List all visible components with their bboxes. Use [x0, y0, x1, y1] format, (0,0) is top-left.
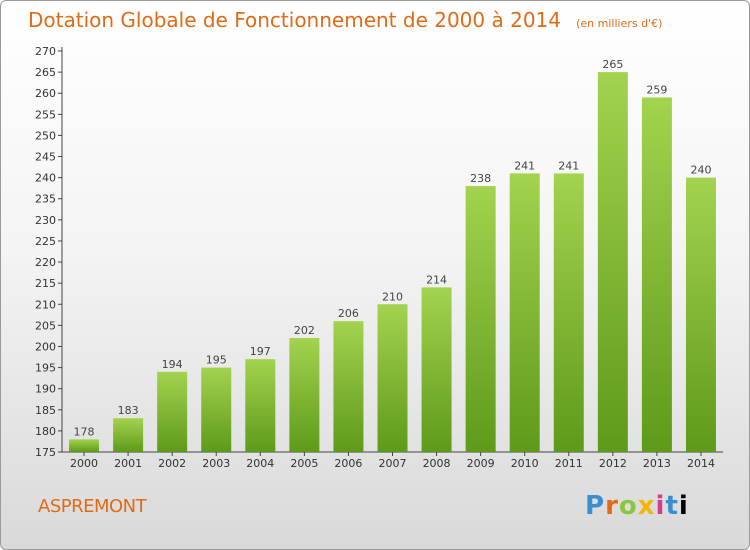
- chart-unit: (en milliers d'€): [576, 17, 663, 30]
- y-tick-label: 190: [35, 383, 56, 396]
- bar: [377, 304, 408, 452]
- bar-value-label: 241: [514, 159, 535, 172]
- bar-value-label: 241: [558, 159, 579, 172]
- x-tick-label: 2010: [511, 457, 539, 470]
- x-tick-label: 2011: [555, 457, 583, 470]
- y-tick-label: 240: [35, 172, 56, 185]
- y-tick-label: 200: [35, 340, 56, 353]
- bar: [69, 439, 100, 452]
- bar: [465, 186, 496, 453]
- y-tick-label: 215: [35, 277, 56, 290]
- bar: [553, 173, 584, 452]
- bar-value-label: 265: [602, 58, 623, 71]
- bar-value-label: 178: [74, 425, 95, 438]
- x-tick-label: 2003: [202, 457, 230, 470]
- x-tick-label: 2014: [687, 457, 715, 470]
- x-tick-label: 2002: [158, 457, 186, 470]
- y-tick-label: 235: [35, 193, 56, 206]
- place-name: ASPREMONT: [38, 496, 147, 517]
- bar: [421, 287, 452, 452]
- x-tick-label: 2006: [334, 457, 362, 470]
- bar: [157, 371, 188, 452]
- x-tick-label: 2013: [643, 457, 671, 470]
- y-tick-label: 225: [35, 235, 56, 248]
- bar-value-label: 202: [294, 324, 315, 337]
- chart-title: Dotation Globale de Fonctionnement de 20…: [28, 8, 662, 32]
- y-tick-label: 250: [35, 129, 56, 142]
- y-tick-label: 195: [35, 362, 56, 375]
- x-tick-label: 2008: [423, 457, 451, 470]
- y-tick-label: 270: [35, 45, 56, 58]
- x-tick-label: 2007: [379, 457, 407, 470]
- y-tick-label: 180: [35, 425, 56, 438]
- bar-value-label: 197: [250, 345, 271, 358]
- bar-value-label: 194: [162, 358, 183, 371]
- x-tick-label: 2000: [70, 457, 98, 470]
- x-tick-label: 2012: [599, 457, 627, 470]
- y-tick-label: 260: [35, 87, 56, 100]
- bar: [289, 338, 320, 452]
- chart-bars: [69, 72, 716, 453]
- bar-value-label: 210: [382, 290, 403, 303]
- y-tick-label: 265: [35, 66, 56, 79]
- bar-value-label: 183: [118, 404, 139, 417]
- chart-labels: 2000 178 2001 183 2002 194 2003 195 2004 197 2005 2…: [70, 58, 715, 470]
- chart-axes: 175 180 185 190 195 200 205 210 215 220 225 230 235 2…: [35, 45, 723, 459]
- bar-value-label: 195: [206, 354, 227, 367]
- y-tick-label: 175: [35, 446, 56, 459]
- x-tick-label: 2009: [467, 457, 495, 470]
- bar: [509, 173, 540, 452]
- x-tick-label: 2001: [114, 457, 142, 470]
- bar: [597, 72, 628, 453]
- bar: [685, 177, 716, 452]
- x-tick-label: 2004: [246, 457, 274, 470]
- y-tick-label: 220: [35, 256, 56, 269]
- y-tick-label: 230: [35, 214, 56, 227]
- bar-value-label: 238: [470, 172, 491, 185]
- bar: [201, 367, 232, 452]
- bar: [245, 359, 276, 452]
- x-tick-label: 2005: [290, 457, 318, 470]
- y-tick-label: 205: [35, 319, 56, 332]
- proxiti-logo[interactable]: Proxiti: [585, 491, 689, 521]
- bar: [113, 418, 144, 452]
- bar-value-label: 206: [338, 307, 359, 320]
- y-tick-label: 245: [35, 151, 56, 164]
- chart-title-text: Dotation Globale de Fonctionnement de 20…: [28, 8, 561, 32]
- y-tick-label: 255: [35, 108, 56, 121]
- bar-value-label: 240: [690, 164, 711, 177]
- bar-value-label: 259: [646, 83, 667, 96]
- y-tick-label: 210: [35, 298, 56, 311]
- bar-value-label: 214: [426, 273, 447, 286]
- bar: [333, 321, 364, 452]
- bar: [641, 97, 672, 452]
- y-tick-label: 185: [35, 404, 56, 417]
